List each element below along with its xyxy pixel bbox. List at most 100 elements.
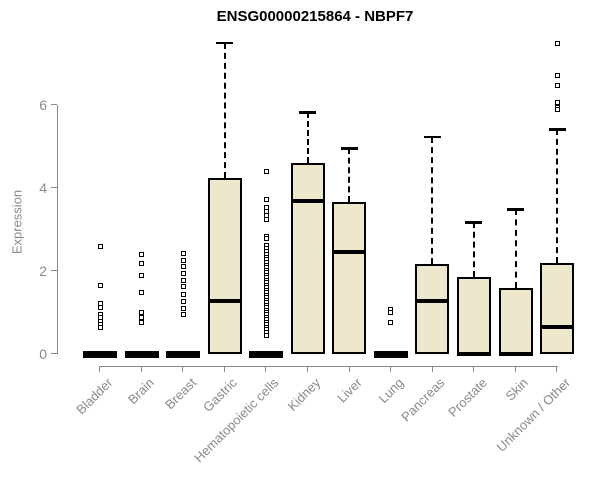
y-axis-line [57, 105, 58, 354]
outlier-point [97, 324, 103, 330]
x-axis-tick [473, 366, 475, 372]
box [290, 163, 325, 354]
y-tick-label: 2 [39, 263, 47, 279]
x-tick-label: Kidney [284, 375, 324, 414]
x-axis-tick [223, 366, 225, 372]
whisker-line [431, 136, 434, 264]
outlier-point [139, 252, 145, 258]
outlier-point [139, 261, 145, 267]
median-line [498, 351, 533, 357]
whisker-cap [299, 111, 317, 114]
x-axis-tick [556, 366, 558, 372]
whisker-line [348, 148, 351, 203]
median-line [415, 298, 450, 304]
y-tick-label: 4 [39, 180, 47, 196]
y-axis-tick [51, 270, 57, 272]
x-axis-tick [390, 366, 392, 372]
median-line [290, 198, 325, 204]
outlier-point [554, 40, 560, 46]
y-axis-tick [51, 353, 57, 355]
outlier-point [388, 310, 394, 315]
box [415, 263, 450, 354]
y-tick-label: 0 [39, 346, 47, 362]
box [498, 288, 533, 354]
whisker-cap [507, 208, 524, 211]
whisker-cap [423, 135, 441, 139]
median-line [456, 351, 491, 357]
outlier-point [180, 250, 186, 256]
whisker-cap [340, 147, 358, 150]
x-axis-tick [99, 366, 101, 372]
outlier-point [139, 319, 145, 325]
outlier-point [180, 264, 186, 270]
outlier-point [180, 284, 186, 290]
x-tick-label: Liver [334, 375, 365, 406]
x-tick-label: Prostate [444, 375, 490, 420]
x-axis-tick [265, 366, 267, 372]
x-axis-tick [307, 366, 308, 372]
outlier-point [263, 332, 269, 338]
outlier-point [263, 196, 269, 202]
median-line [540, 324, 575, 330]
median-line [332, 249, 367, 255]
x-tick-label: Gastric [200, 375, 241, 415]
x-axis-tick [348, 366, 350, 372]
outlier-point [180, 270, 186, 276]
whisker-line [472, 222, 475, 277]
outlier-point [180, 299, 186, 305]
collapsed-box [249, 350, 284, 358]
box [207, 178, 242, 354]
box [540, 263, 575, 354]
outlier-point [388, 319, 394, 325]
x-tick-label: Breast [161, 375, 199, 413]
x-tick-label: Lung [375, 375, 407, 407]
whisker-cap [465, 221, 483, 224]
outlier-point [554, 83, 560, 89]
outlier-point [97, 304, 103, 310]
collapsed-box [124, 350, 159, 358]
outlier-point [180, 305, 186, 311]
whisker-line [306, 112, 309, 164]
x-tick-label: Unknown / Other [493, 375, 573, 455]
collapsed-box [166, 350, 201, 358]
outlier-point [139, 314, 145, 320]
x-axis-tick [514, 366, 516, 372]
x-axis-tick [431, 366, 433, 372]
outlier-point [554, 107, 560, 113]
y-axis-tick [51, 104, 57, 106]
x-axis-tick [140, 366, 142, 372]
outlier-point [139, 310, 145, 315]
whisker-cap [216, 41, 234, 45]
outlier-point [554, 72, 560, 78]
x-axis-tick [182, 366, 184, 372]
outlier-point [180, 257, 186, 263]
outlier-point [97, 244, 103, 250]
outlier-point [180, 277, 186, 283]
box [332, 202, 367, 354]
median-line [207, 298, 242, 304]
x-tick-label: Bladder [73, 375, 116, 418]
whisker-cap [548, 128, 566, 131]
x-axis-line [99, 366, 559, 367]
y-tick-label: 6 [39, 97, 47, 113]
outlier-point [263, 169, 269, 175]
outlier-point [263, 236, 269, 242]
collapsed-box [83, 350, 117, 358]
outlier-point [97, 282, 103, 288]
whisker-line [556, 129, 559, 264]
x-tick-label: Skin [502, 375, 532, 404]
x-tick-label: Brain [125, 375, 158, 408]
collapsed-box [373, 350, 408, 358]
outlier-point [139, 289, 145, 295]
whisker-line [223, 42, 226, 179]
whisker-line [514, 209, 517, 288]
box [456, 276, 491, 354]
x-tick-label: Pancreas [398, 375, 449, 425]
outlier-point [263, 216, 269, 222]
outlier-point [139, 272, 145, 278]
y-axis-tick [51, 187, 57, 189]
outlier-point [180, 292, 186, 298]
outlier-point [180, 312, 186, 318]
